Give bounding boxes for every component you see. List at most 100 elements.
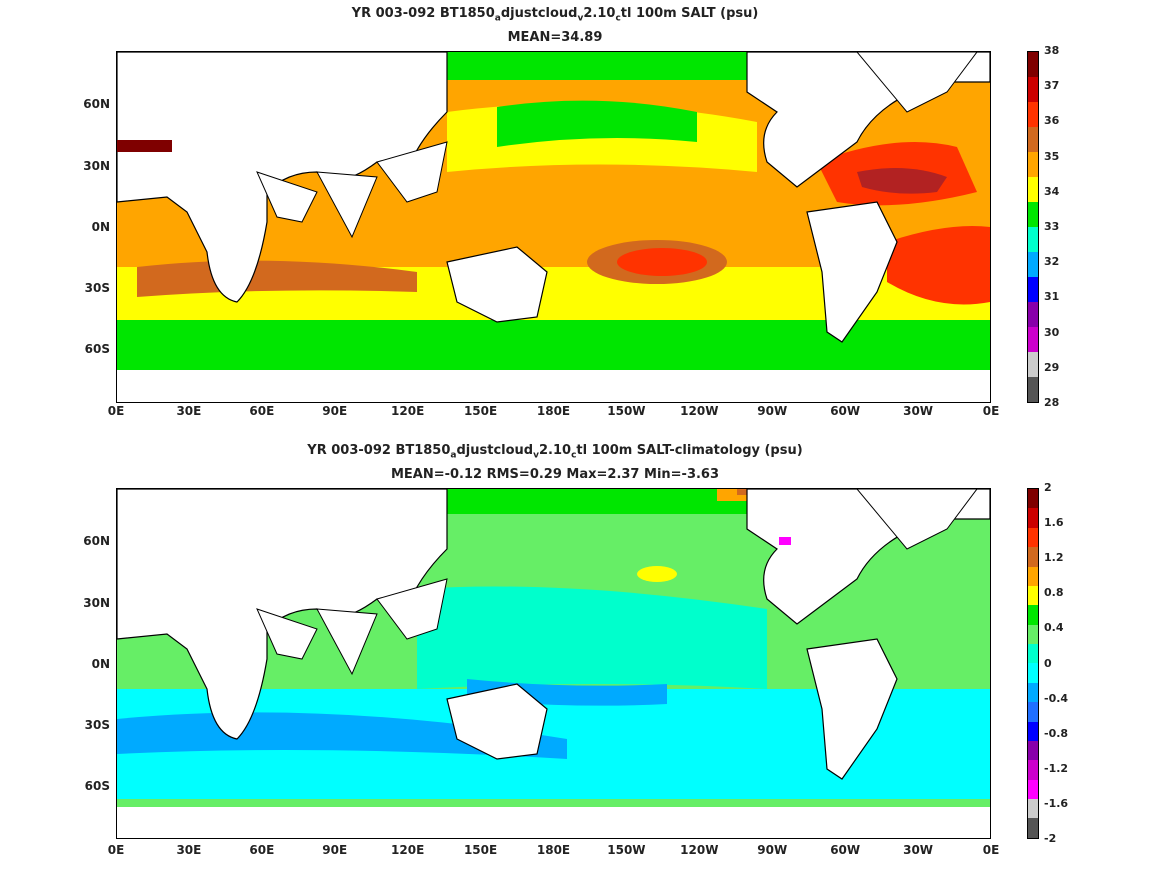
bottom-anomaly-map bbox=[116, 488, 991, 839]
colorbar-segment bbox=[1028, 760, 1038, 780]
ylabel-0n-b: 0N bbox=[91, 657, 110, 671]
colorbar-segment bbox=[1028, 547, 1038, 567]
top-panel: YR 003-092 BT1850adjustcloudv2.10ctl 100… bbox=[0, 0, 1167, 430]
colorbar-segment bbox=[1028, 624, 1038, 644]
xlabel-4: 120E bbox=[391, 404, 425, 418]
colorbar-segment bbox=[1028, 302, 1038, 327]
colorbar-label: 0 bbox=[1044, 656, 1052, 670]
xlabel-10: 60W bbox=[830, 843, 861, 857]
colorbar-label: -1.6 bbox=[1044, 796, 1069, 810]
xlabel-5: 150E bbox=[463, 843, 498, 857]
colorbar-segment bbox=[1028, 527, 1038, 548]
ylabel-30s: 30S bbox=[84, 281, 110, 295]
colorbar-segment bbox=[1028, 227, 1038, 252]
xlabel-6: 180E bbox=[536, 843, 571, 857]
xlabel-7: 150W bbox=[607, 404, 646, 418]
xlabel-9: 90W bbox=[757, 843, 788, 857]
colorbar-segment bbox=[1028, 327, 1038, 352]
colorbar-label: 38 bbox=[1044, 44, 1060, 57]
xlabel-1: 30E bbox=[176, 404, 202, 418]
xlabel-12: 0E bbox=[982, 843, 1000, 857]
colorbar-segment bbox=[1028, 77, 1038, 102]
colorbar-segment bbox=[1028, 152, 1038, 177]
colorbar-segment bbox=[1028, 644, 1038, 664]
colorbar-segment bbox=[1028, 352, 1038, 377]
colorbar-label: -0.4 bbox=[1044, 691, 1069, 705]
colorbar-segment bbox=[1028, 721, 1038, 741]
colorbar-label: 32 bbox=[1044, 255, 1060, 269]
colorbar-segment bbox=[1028, 779, 1038, 799]
colorbar-label: 36 bbox=[1044, 114, 1060, 128]
ylabel-60s-b: 60S bbox=[84, 779, 110, 793]
colorbar-label: 29 bbox=[1044, 360, 1060, 374]
colorbar-label: -2 bbox=[1044, 832, 1057, 845]
colorbar-label: 0.4 bbox=[1044, 621, 1064, 635]
colorbar-segment bbox=[1028, 377, 1038, 402]
colorbar-segment bbox=[1028, 489, 1038, 509]
xlabel-3: 90E bbox=[322, 843, 348, 857]
ylabel-30n: 30N bbox=[83, 159, 110, 173]
xlabel-8: 120W bbox=[680, 843, 719, 857]
colorbar-segment bbox=[1028, 102, 1038, 127]
xlabel-11: 30W bbox=[903, 404, 934, 418]
ylabel-30s-b: 30S bbox=[84, 718, 110, 732]
colorbar-label: 33 bbox=[1044, 220, 1060, 233]
colorbar-segment bbox=[1028, 202, 1038, 227]
colorbar-label: -0.8 bbox=[1044, 726, 1069, 740]
top-title-line1: YR 003-092 BT1850adjustcloudv2.10ctl 100… bbox=[351, 6, 759, 24]
xlabel-0: 0E bbox=[107, 843, 125, 857]
colorbar-segment bbox=[1028, 702, 1038, 722]
bottom-colorbar bbox=[1027, 488, 1039, 839]
colorbar-label: 1.2 bbox=[1044, 551, 1064, 565]
xlabel-5: 150E bbox=[463, 404, 498, 418]
colorbar-label: 35 bbox=[1044, 149, 1060, 163]
top-title-line2: MEAN=34.89 bbox=[507, 30, 603, 45]
colorbar-segment bbox=[1028, 682, 1038, 703]
colorbar-label: 37 bbox=[1044, 79, 1060, 93]
bottom-panel: YR 003-092 BT1850adjustcloudv2.10ctl 100… bbox=[0, 437, 1167, 875]
xlabel-2: 60E bbox=[249, 843, 275, 857]
xlabel-7: 150W bbox=[607, 843, 646, 857]
bottom-title-line2: MEAN=-0.12 RMS=0.29 Max=2.37 Min=-3.63 bbox=[390, 467, 720, 482]
colorbar-segment bbox=[1028, 818, 1038, 838]
ylabel-60n-b: 60N bbox=[83, 534, 110, 548]
top-colorbar bbox=[1027, 51, 1039, 403]
ylabel-0n: 0N bbox=[91, 220, 110, 234]
colorbar-segment bbox=[1028, 566, 1038, 586]
xlabel-8: 120W bbox=[680, 404, 719, 418]
colorbar-label: 28 bbox=[1044, 396, 1060, 409]
xlabel-3: 90E bbox=[322, 404, 348, 418]
xlabel-0: 0E bbox=[107, 404, 125, 418]
colorbar-segment bbox=[1028, 799, 1038, 819]
ylabel-60n: 60N bbox=[83, 97, 110, 111]
colorbar-label: 34 bbox=[1044, 184, 1060, 198]
colorbar-segment bbox=[1028, 585, 1038, 606]
colorbar-segment bbox=[1028, 277, 1038, 302]
xlabel-9: 90W bbox=[757, 404, 788, 418]
colorbar-segment bbox=[1028, 127, 1038, 152]
colorbar-segment bbox=[1028, 177, 1038, 202]
colorbar-segment bbox=[1028, 663, 1038, 683]
colorbar-label: -1.2 bbox=[1044, 761, 1069, 775]
colorbar-label: 31 bbox=[1044, 290, 1060, 304]
xlabel-12: 0E bbox=[982, 404, 1000, 418]
xlabel-4: 120E bbox=[391, 843, 425, 857]
colorbar-label: 0.8 bbox=[1044, 586, 1064, 600]
xlabel-1: 30E bbox=[176, 843, 202, 857]
xlabel-10: 60W bbox=[830, 404, 861, 418]
top-salinity-map bbox=[116, 51, 991, 403]
colorbar-label: 2 bbox=[1044, 481, 1052, 494]
colorbar-segment bbox=[1028, 605, 1038, 625]
colorbar-segment bbox=[1028, 52, 1038, 77]
xlabel-6: 180E bbox=[536, 404, 571, 418]
xlabel-2: 60E bbox=[249, 404, 275, 418]
ylabel-30n-b: 30N bbox=[83, 596, 110, 610]
bottom-title-line1: YR 003-092 BT1850adjustcloudv2.10ctl 100… bbox=[307, 443, 803, 461]
ylabel-60s: 60S bbox=[84, 342, 110, 356]
colorbar-label: 30 bbox=[1044, 325, 1060, 339]
colorbar-label: 1.6 bbox=[1044, 516, 1064, 530]
colorbar-segment bbox=[1028, 508, 1038, 528]
colorbar-segment bbox=[1028, 252, 1038, 277]
colorbar-segment bbox=[1028, 740, 1038, 761]
xlabel-11: 30W bbox=[903, 843, 934, 857]
